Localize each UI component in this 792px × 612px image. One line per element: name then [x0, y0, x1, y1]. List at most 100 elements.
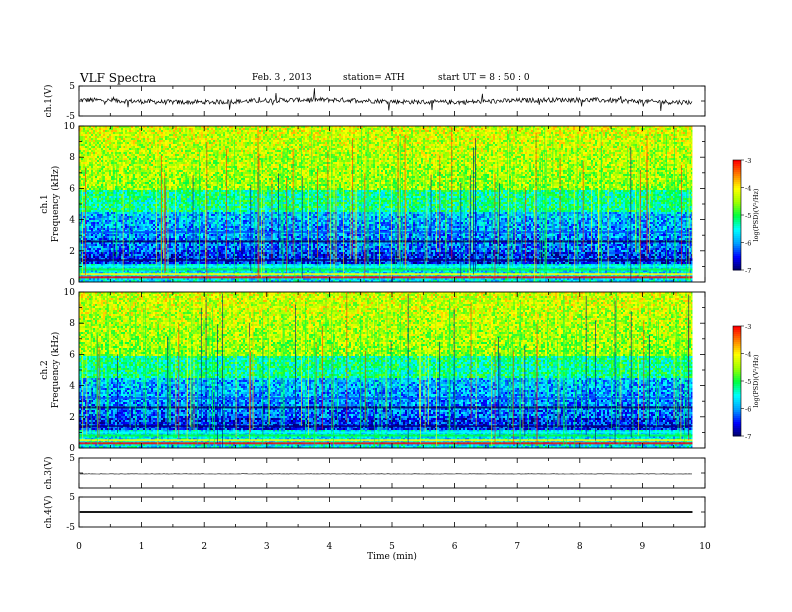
ch1-spectrogram-cell: [227, 132, 229, 134]
ch1-spectrogram-cell: [173, 138, 175, 140]
ch1-spectrogram-cell: [579, 140, 581, 142]
ch1-spectrogram-cell: [393, 140, 395, 142]
ch1-spectrogram-cell: [483, 142, 485, 144]
ch1-spectrogram-cell: [423, 142, 425, 144]
ch1-spectrogram-cell: [659, 146, 661, 148]
ch1-spectrogram-cell: [369, 138, 371, 140]
ch1-spectrogram-cell: [621, 130, 623, 132]
ch1-spectrogram-cell: [265, 144, 267, 146]
ch1-spectrogram-cell: [419, 136, 421, 138]
ch1-spectrogram-cell: [255, 134, 257, 136]
ch1-spectrogram-cell: [247, 146, 249, 148]
ch1-spectrogram-cell: [577, 140, 579, 142]
ch1-spectrogram-cell: [659, 144, 661, 146]
ch1-spectrogram-cell: [291, 136, 293, 138]
ch1-spectrogram-cell: [201, 130, 203, 132]
ch1-spectrogram-cell: [551, 130, 553, 132]
ch1-spectrogram-cell: [675, 134, 677, 136]
ch1-spectrogram-cell: [309, 148, 311, 150]
ch1-spectrogram-cell: [273, 134, 275, 136]
ch1-spectrogram-cell: [601, 128, 603, 130]
ch1-spectrogram-cell: [671, 136, 673, 138]
ch1-spectrogram-cell: [191, 146, 193, 148]
ch1-spectrogram-cell: [147, 144, 149, 146]
ch1-spectrogram-cell: [395, 128, 397, 130]
ch1-spectrogram-cell: [231, 144, 233, 146]
ch1-spectrogram-cell: [153, 136, 155, 138]
ch1-spectrogram-cell: [409, 138, 411, 140]
ch1-spectrogram-cell: [657, 130, 659, 132]
ch1-spectrogram-cell: [133, 128, 135, 130]
ch1-spectrogram-cell: [229, 142, 231, 144]
ch1-spectrogram-cell: [467, 146, 469, 148]
ch1-spectrogram-cell: [171, 142, 173, 144]
ch1-spectrogram-cell: [515, 128, 517, 130]
ch1-spectrogram-cell: [127, 136, 129, 138]
ch1-spectrogram-cell: [569, 146, 571, 148]
ch1-spectrogram-cell: [567, 130, 569, 132]
ch1-spectrogram-cell: [637, 132, 639, 134]
ch1-spectrogram-cell: [151, 144, 153, 146]
ch1-spectrogram-cell: [161, 132, 163, 134]
ch1-spectrogram-cell: [287, 136, 289, 138]
ch1-spectrogram-cell: [557, 148, 559, 150]
ch1-spectrogram-cell: [461, 128, 463, 130]
ch1-spectrogram-cell: [687, 138, 689, 140]
ch1-spectrogram-cell: [359, 142, 361, 144]
ch1-spectrogram-cell: [315, 146, 317, 148]
ch1-spectrogram-cell: [323, 134, 325, 136]
ch1-spectrogram-cell: [215, 140, 217, 142]
ch1-spectrogram-cell: [369, 134, 371, 136]
ch1-spectrogram-cell: [241, 148, 243, 150]
ch1-spectrogram-cell: [103, 130, 105, 132]
ch1-spectrogram-cell: [623, 138, 625, 140]
ch1-spectrogram-cell: [595, 138, 597, 140]
ch1-spectrogram-cell: [467, 138, 469, 140]
ch1-spectrogram-cell: [581, 136, 583, 138]
ch1-spectrogram-cell: [499, 128, 501, 130]
ch1-spectrogram-cell: [377, 140, 379, 142]
ch1-spectrogram-cell: [159, 128, 161, 130]
ch1-spectrogram-cell: [337, 130, 339, 132]
ch1-spectrogram-cell: [341, 128, 343, 130]
ch1-spectrogram-cell: [125, 140, 127, 142]
ch1-spectrogram-cell: [323, 128, 325, 130]
ch1-spectrogram-cell: [123, 136, 125, 138]
ch1-spectrogram-cell: [495, 136, 497, 138]
ch1-spectrogram-cell: [147, 130, 149, 132]
ch1-spectrogram-cell: [201, 134, 203, 136]
ch1-spectrogram-cell: [131, 138, 133, 140]
ch1-spectrogram-cell: [181, 144, 183, 146]
ch1-spectrogram-cell: [245, 128, 247, 130]
ch1-spectrogram-cell: [333, 148, 335, 150]
ch1-spectrogram-cell: [97, 148, 99, 150]
ch1-spectrogram-cell: [357, 136, 359, 138]
ch1-spectrogram-cell: [523, 144, 525, 146]
ch1-spectrogram-cell: [657, 138, 659, 140]
ch1-spectrogram-cell: [555, 130, 557, 132]
ch1-spectrogram-cell: [97, 134, 99, 136]
ch1-spectrogram-cell: [467, 132, 469, 134]
ch1-spectrogram-cell: [251, 148, 253, 150]
ch1-spectrogram-cell: [591, 132, 593, 134]
ch1-spectrogram-cell: [307, 130, 309, 132]
ch1-spectrogram-cell: [243, 128, 245, 130]
ch1-spectrogram-cell: [259, 142, 261, 144]
ch1-spectrogram-cell: [457, 128, 459, 130]
ch1-spectrogram-cell: [571, 138, 573, 140]
ch1-spectrogram-cell: [625, 144, 627, 146]
ch1-spectrogram-cell: [663, 136, 665, 138]
ch1-spectrogram-cell: [615, 148, 617, 150]
ch1-spectrogram-cell: [211, 128, 213, 130]
ch1-spectrogram-cell: [501, 132, 503, 134]
ch1-spectrogram-cell: [541, 142, 543, 144]
ch1-spectrogram-cell: [279, 136, 281, 138]
ch1-spectrogram-cell: [227, 128, 229, 130]
ch1-spectrogram-cell: [255, 132, 257, 134]
ch1-spectrogram-cell: [155, 134, 157, 136]
ch1-spectrogram-cell: [103, 144, 105, 146]
ch1-spectrogram-cell: [483, 132, 485, 134]
ch1-spectrogram-cell: [633, 136, 635, 138]
ch1-spectrogram-cell: [669, 134, 671, 136]
ch1-spectrogram-cell: [603, 146, 605, 148]
